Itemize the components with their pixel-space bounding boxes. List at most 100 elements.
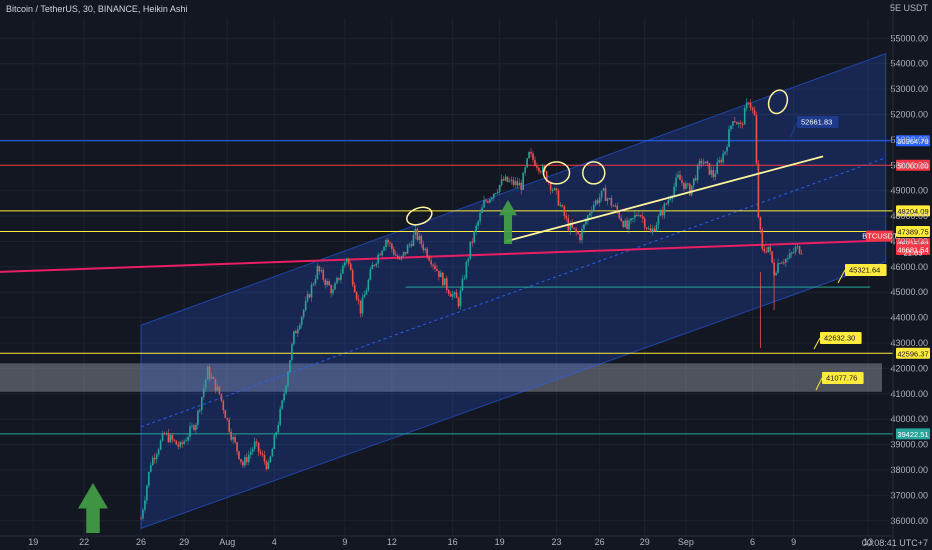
candle-body — [508, 180, 511, 182]
candle-body — [298, 325, 301, 330]
candle-body — [200, 396, 203, 411]
symbol-tag — [866, 230, 894, 242]
candle-body — [398, 258, 401, 260]
y-tick-label: 54000.00 — [890, 59, 928, 69]
candle-body — [340, 273, 342, 280]
scale-label[interactable]: 5E USDT — [890, 3, 929, 13]
candle-body — [677, 174, 679, 178]
price-axis-tag — [896, 159, 930, 171]
price-callout-text: 42632.30 — [824, 334, 855, 343]
highlight-circle — [582, 161, 606, 185]
y-tick-label: 47000.00 — [890, 236, 928, 246]
candle-body — [369, 269, 372, 280]
candle-body — [649, 228, 652, 233]
candle-body — [387, 239, 389, 243]
candle-body — [146, 485, 148, 501]
candle-body — [596, 200, 599, 204]
candle-body — [698, 160, 701, 166]
candle-body — [700, 160, 703, 163]
candle-body — [481, 207, 483, 214]
candle-body — [449, 293, 452, 297]
candle-body — [432, 264, 434, 266]
candle-body — [479, 213, 481, 222]
candle-body — [285, 385, 287, 394]
candle-body — [643, 218, 646, 228]
candle-body — [618, 211, 621, 219]
candle-body — [402, 252, 405, 256]
candle-body — [626, 220, 628, 230]
candle-body — [251, 448, 254, 452]
candle-body — [422, 244, 425, 251]
candle-body — [153, 457, 156, 460]
candle-body — [773, 262, 775, 276]
x-tick-label: 29 — [640, 537, 650, 547]
candle-body — [659, 210, 662, 217]
y-tick-label: 42000.00 — [890, 363, 928, 373]
candle-body — [465, 261, 468, 278]
candle-body — [506, 176, 509, 182]
candle-body — [602, 188, 605, 191]
current-price-tag-text: 46681.54 — [897, 246, 928, 255]
candle-body — [657, 216, 660, 225]
candle-body — [498, 184, 501, 192]
price-callout-pointer — [789, 121, 798, 139]
candle-body — [332, 289, 334, 294]
candle-body — [785, 259, 787, 263]
y-tick-label: 51000.00 — [890, 135, 928, 145]
candle-body — [220, 393, 223, 401]
current-price-tag — [896, 244, 930, 256]
green-arrow-icon — [499, 200, 517, 244]
candle-body — [632, 218, 634, 220]
candle-body — [222, 400, 225, 411]
candle-body — [673, 186, 675, 196]
candle-body — [706, 161, 709, 164]
candle-body — [745, 102, 748, 109]
candle-body — [790, 252, 793, 254]
candle-body — [236, 442, 238, 452]
candle-body — [738, 122, 740, 125]
candle-body — [385, 239, 387, 248]
candle-body — [716, 162, 719, 174]
candle-body — [661, 210, 664, 216]
candle-body — [491, 197, 493, 200]
price-axis-tag — [896, 226, 930, 238]
candle-body — [349, 263, 352, 271]
candle-body — [267, 462, 270, 469]
candle-body — [389, 242, 391, 244]
candle-body — [259, 451, 262, 454]
candle-body — [396, 255, 399, 259]
y-tick-label: 43000.00 — [890, 338, 928, 348]
candle-body — [453, 292, 456, 295]
candle-body — [542, 166, 544, 173]
y-tick-label: 48000.00 — [890, 211, 928, 221]
y-tick-label: 36000.00 — [890, 516, 928, 526]
candle-body — [183, 441, 185, 444]
candle-body — [391, 243, 393, 250]
candle-body — [338, 277, 340, 280]
candle-body — [216, 386, 219, 391]
candle-body — [395, 254, 397, 256]
chart-title: Bitcoin / TetherUS, 30, BINANCE, Heikin … — [6, 4, 187, 14]
gray-zone-layer — [0, 363, 882, 392]
candle-body — [246, 457, 248, 463]
candle-body — [234, 436, 236, 443]
gray-zone — [0, 363, 882, 392]
candle-body — [410, 244, 413, 246]
candle-body — [469, 241, 472, 259]
candle-body — [487, 201, 489, 203]
candles-layer — [140, 98, 803, 521]
price-axis-tag-text: 42596.37 — [897, 349, 928, 358]
x-tick-label: Aug — [219, 537, 235, 547]
candle-body — [295, 331, 297, 334]
candle-body — [406, 245, 409, 254]
x-tick-label: 9 — [342, 537, 347, 547]
drawings-layer: 52661.83 45321.64 42632.30 41077.76 — [78, 89, 887, 533]
candle-body — [165, 433, 168, 435]
candle-body — [244, 457, 246, 466]
candle-body — [383, 247, 385, 251]
candle-body — [322, 270, 325, 280]
candle-body — [500, 179, 503, 185]
candle-body — [614, 205, 617, 207]
